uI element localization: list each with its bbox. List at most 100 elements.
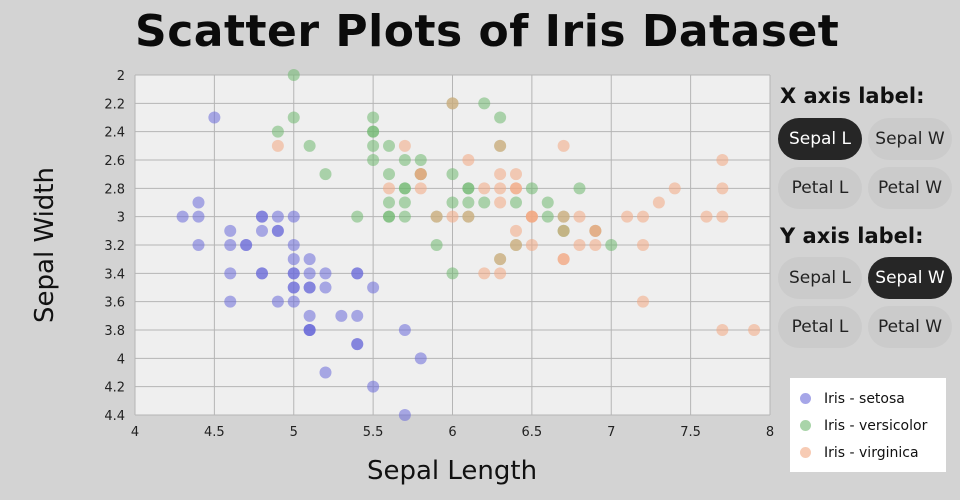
data-point (716, 182, 729, 195)
data-point (351, 267, 364, 280)
data-point (208, 111, 221, 124)
data-point (383, 182, 395, 195)
data-points (176, 69, 761, 421)
data-point (557, 224, 570, 237)
x-tick-label: 5 (290, 425, 298, 440)
data-point (271, 125, 284, 138)
data-point (287, 267, 300, 280)
data-point (462, 182, 475, 195)
x-option-petal-length-button[interactable]: Petal L (778, 167, 862, 209)
data-point (271, 295, 284, 308)
legend-label: Iris - virginica (824, 444, 919, 461)
data-point (367, 281, 380, 294)
data-point (319, 168, 332, 181)
data-point (589, 239, 602, 251)
legend-label: Iris - setosa (824, 390, 905, 407)
data-point (748, 324, 761, 336)
data-point (430, 210, 443, 223)
y-tick-label: 3 (117, 211, 125, 226)
data-point (224, 267, 237, 280)
legend-marker (800, 447, 811, 458)
series-2 (271, 97, 761, 336)
y-axis-selector-heading: Y axis label: (780, 224, 924, 248)
data-point (510, 239, 522, 251)
data-point (700, 210, 713, 223)
data-point (303, 309, 316, 322)
data-point (398, 139, 411, 152)
x-option-sepal-length-button[interactable]: Sepal L (778, 118, 862, 160)
x-option-sepal-width-button[interactable]: Sepal W (868, 118, 952, 160)
y-tick-label: 3.8 (104, 324, 125, 339)
y-tick-label: 3.2 (104, 239, 125, 254)
x-tick-label: 4 (131, 425, 139, 440)
data-point (240, 239, 253, 251)
data-point (414, 154, 427, 166)
data-point (303, 267, 316, 280)
legend-item-versicolor: Iris - versicolor (800, 412, 946, 439)
x-tick-label: 6 (448, 425, 456, 440)
data-point (637, 295, 649, 308)
data-point (287, 239, 300, 251)
x-axis-selector-heading: X axis label: (780, 84, 925, 108)
data-point (494, 253, 507, 266)
y-option-petal-length-button[interactable]: Petal L (778, 306, 862, 348)
data-point (351, 338, 364, 351)
x-axis-label: Sepal Length (366, 456, 538, 486)
y-tick-label: 3.4 (104, 267, 125, 282)
data-point (716, 210, 729, 223)
data-point (319, 366, 332, 379)
y-axis-label: Sepal Width (30, 167, 60, 323)
data-point (478, 267, 491, 280)
x-tick-label: 7.5 (680, 425, 701, 440)
data-point (192, 196, 205, 209)
data-point (367, 380, 380, 393)
data-point (398, 210, 411, 223)
legend-label: Iris - versicolor (824, 417, 928, 434)
data-point (319, 281, 332, 294)
data-point (351, 309, 364, 322)
data-point (398, 324, 411, 336)
x-option-petal-width-button[interactable]: Petal W (868, 167, 952, 209)
data-point (446, 168, 459, 181)
data-point (383, 139, 395, 152)
x-tick-label: 6.5 (522, 425, 543, 440)
legend-item-virginica: Iris - virginica (800, 439, 946, 466)
y-option-sepal-width-button[interactable]: Sepal W (868, 257, 952, 299)
data-point (446, 267, 459, 280)
y-tick-label: 2.8 (104, 182, 125, 197)
x-tick-label: 7 (607, 425, 615, 440)
data-point (271, 224, 284, 237)
data-point (621, 210, 634, 223)
data-point (256, 267, 268, 280)
y-tick-label: 2 (117, 69, 125, 84)
data-point (510, 224, 522, 237)
y-tick-label: 3.6 (104, 296, 125, 311)
data-point (494, 182, 507, 195)
data-point (446, 97, 459, 110)
data-point (287, 281, 300, 294)
data-point (637, 239, 649, 251)
data-point (541, 196, 554, 209)
y-tick-label: 2.2 (104, 97, 125, 112)
data-point (367, 125, 380, 138)
data-point (383, 196, 395, 209)
data-point (557, 210, 570, 223)
data-point (541, 210, 554, 223)
legend-marker (800, 420, 811, 431)
data-point (589, 224, 602, 237)
data-point (605, 239, 618, 251)
data-point (224, 295, 237, 308)
x-tick-label: 5.5 (363, 425, 384, 440)
y-option-sepal-length-button[interactable]: Sepal L (778, 257, 862, 299)
data-point (494, 267, 507, 280)
y-axis-ticks: 2 2.2 2.4 2.6 2.8 3 3.2 3.4 3.6 3.8 4 4.2 4.4 (104, 69, 125, 424)
y-tick-label: 4.4 (104, 409, 125, 424)
legend-item-setosa: Iris - setosa (800, 385, 946, 412)
y-option-petal-width-button[interactable]: Petal W (868, 306, 952, 348)
data-point (414, 168, 427, 181)
data-point (256, 210, 268, 223)
data-point (271, 210, 284, 223)
data-point (510, 196, 522, 209)
data-point (510, 182, 522, 195)
